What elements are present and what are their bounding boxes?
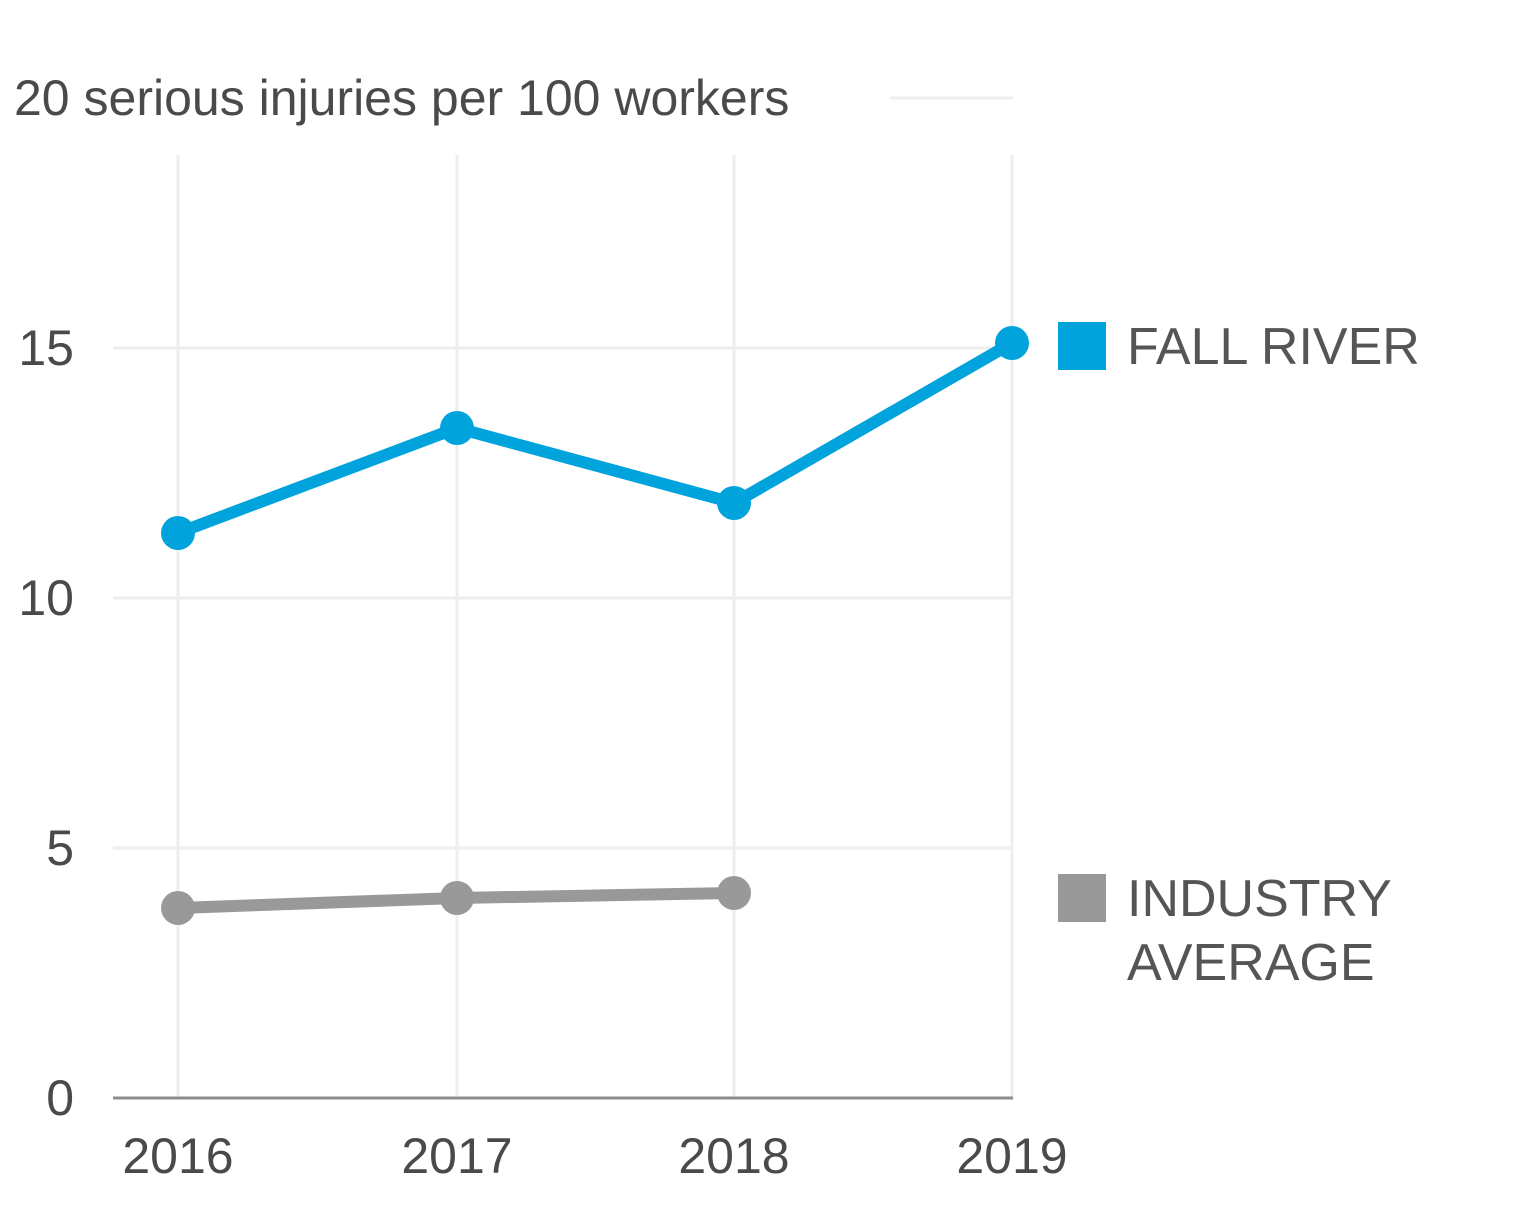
y-tick-value: 20: [14, 70, 70, 126]
legend-swatch-0: [1058, 322, 1106, 370]
x-tick-label-2019: 2019: [956, 1128, 1067, 1184]
legend-swatch-1: [1058, 874, 1106, 922]
x-tick-label-2017: 2017: [401, 1128, 512, 1184]
series-0-point-2017: [440, 411, 474, 445]
series-1-point-2017: [440, 881, 474, 915]
y-tick-label-5: 5: [46, 820, 74, 876]
legend-label-1-0: INDUSTRY: [1127, 870, 1392, 928]
legend-label-1-1: AVERAGE: [1127, 934, 1375, 992]
x-tick-labels: 2016 2017 2018 2019: [122, 1128, 1067, 1184]
y-tick-label-0: 0: [46, 1070, 74, 1126]
series-0-point-2018: [717, 486, 751, 520]
series-0-point-2016: [161, 516, 195, 550]
series-0-line: [172, 337, 1018, 539]
x-tick-label-2016: 2016: [122, 1128, 233, 1184]
series-1-point-2018: [717, 876, 751, 910]
y-tick-labels: 0 5 10 15 20 serious injuries per 100 worker…: [14, 70, 789, 1126]
series-1-point-2016: [161, 891, 195, 925]
y-tick-label-15: 15: [18, 320, 74, 376]
legend: FALL RIVER INDUSTRY AVERAGE: [1058, 318, 1420, 992]
series-0-point-2019: [995, 326, 1029, 360]
legend-label-0-0: FALL RIVER: [1127, 318, 1420, 376]
gridlines: [113, 96, 1014, 1098]
series-layer: [161, 326, 1029, 925]
y-axis-label: serious injuries per 100 workers: [70, 70, 790, 126]
y-tick-label-10: 10: [18, 570, 74, 626]
y-tick-label-20: 20 serious injuries per 100 workers: [14, 70, 789, 126]
x-tick-label-2018: 2018: [678, 1128, 789, 1184]
